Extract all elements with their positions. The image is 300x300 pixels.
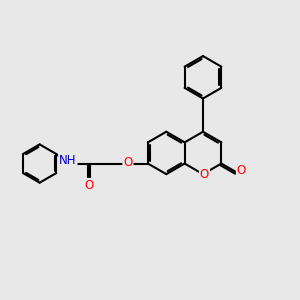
Text: O: O <box>237 164 246 177</box>
Text: O: O <box>85 179 94 192</box>
Text: NH: NH <box>59 154 76 166</box>
Text: O: O <box>123 156 133 169</box>
Text: O: O <box>200 168 209 181</box>
